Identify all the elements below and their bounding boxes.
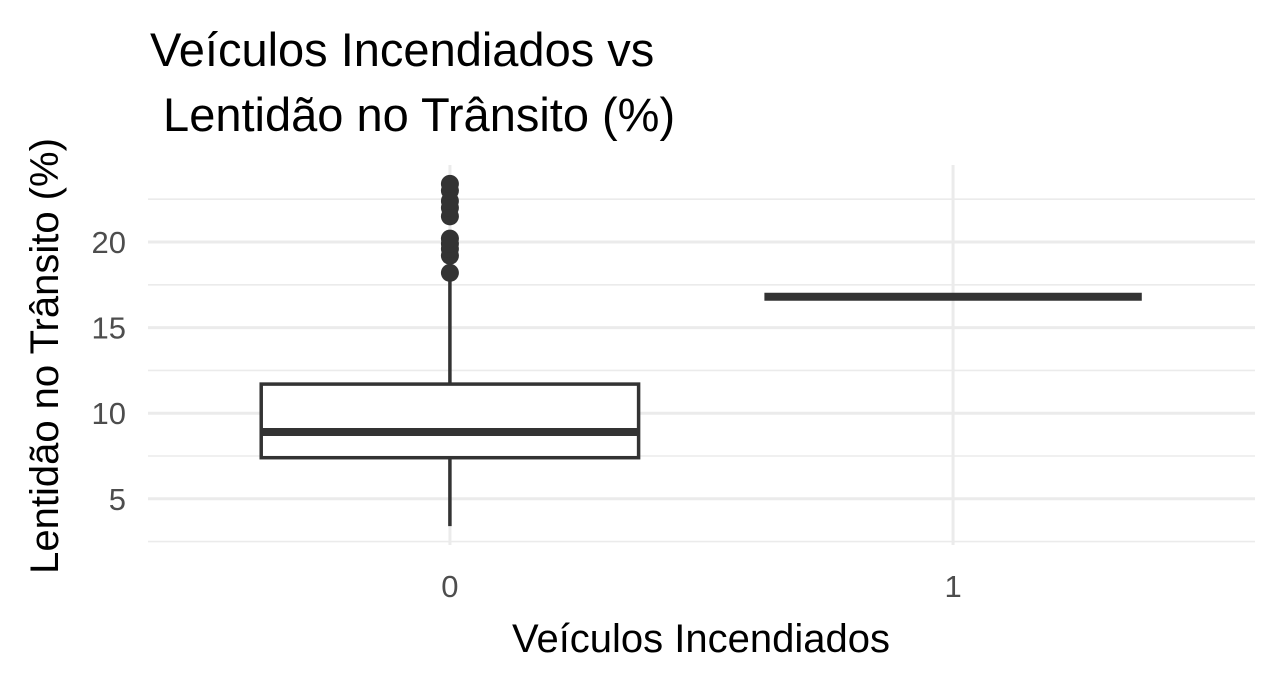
x-tick-label: 0 [441, 569, 458, 604]
outlier-point [440, 229, 459, 248]
outlier-point [440, 263, 459, 282]
boxes [259, 174, 1142, 527]
x-tick-label: 1 [944, 569, 961, 604]
y-axis-title: Lentidão no Trânsito (%) [23, 138, 67, 574]
y-tick-label: 10 [92, 396, 126, 431]
box-0 [259, 174, 641, 527]
outlier-point [440, 174, 459, 193]
grid-lines [148, 165, 1255, 545]
y-tick-label: 15 [92, 311, 126, 346]
y-tick-labels: 5 10 15 20 [92, 225, 126, 517]
y-tick-label: 5 [109, 482, 126, 517]
chart-title-line-1: Veículos Incendiados vs [150, 23, 654, 76]
chart-title-line-2: Lentidão no Trânsito (%) [150, 88, 675, 141]
x-axis-title: Veículos Incendiados [512, 617, 890, 661]
box-iqr [259, 382, 641, 460]
y-tick-label: 20 [92, 225, 126, 260]
